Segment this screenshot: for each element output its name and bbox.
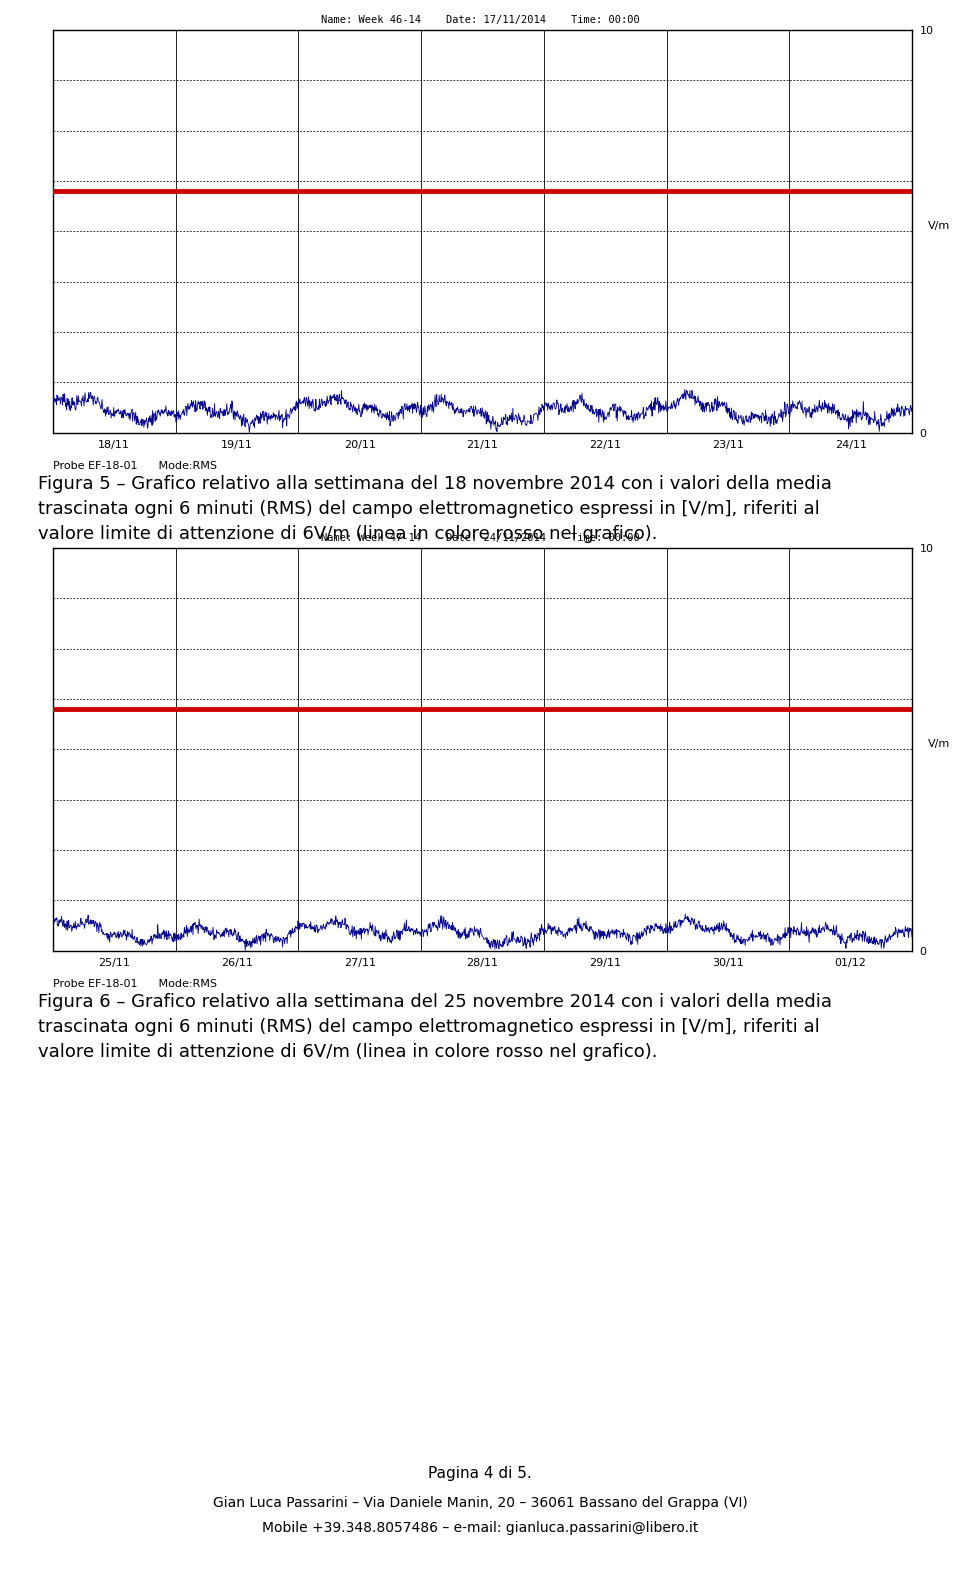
- Text: Name: Week 47-14    Date: 24/11/2014    Time: 00:00: Name: Week 47-14 Date: 24/11/2014 Time: …: [321, 534, 639, 543]
- Y-axis label: V/m: V/m: [928, 221, 950, 231]
- Text: Gian Luca Passarini – Via Daniele Manin, 20 – 36061 Bassano del Grappa (VI): Gian Luca Passarini – Via Daniele Manin,…: [212, 1495, 748, 1510]
- Text: Pagina 4 di 5.: Pagina 4 di 5.: [428, 1467, 532, 1481]
- Text: Name: Week 46-14    Date: 17/11/2014    Time: 00:00: Name: Week 46-14 Date: 17/11/2014 Time: …: [321, 16, 639, 25]
- Text: Figura 5 – Grafico relativo alla settimana del 18 novembre 2014 con i valori del: Figura 5 – Grafico relativo alla settima…: [38, 475, 832, 543]
- Text: Mobile +39.348.8057486 – e-mail: gianluca.passarini@libero.it: Mobile +39.348.8057486 – e-mail: gianluc…: [262, 1521, 698, 1535]
- Text: Probe EF-18-01      Mode:RMS: Probe EF-18-01 Mode:RMS: [53, 979, 217, 988]
- Y-axis label: V/m: V/m: [928, 739, 950, 750]
- Text: Figura 6 – Grafico relativo alla settimana del 25 novembre 2014 con i valori del: Figura 6 – Grafico relativo alla settima…: [38, 993, 832, 1061]
- Text: Probe EF-18-01      Mode:RMS: Probe EF-18-01 Mode:RMS: [53, 461, 217, 471]
